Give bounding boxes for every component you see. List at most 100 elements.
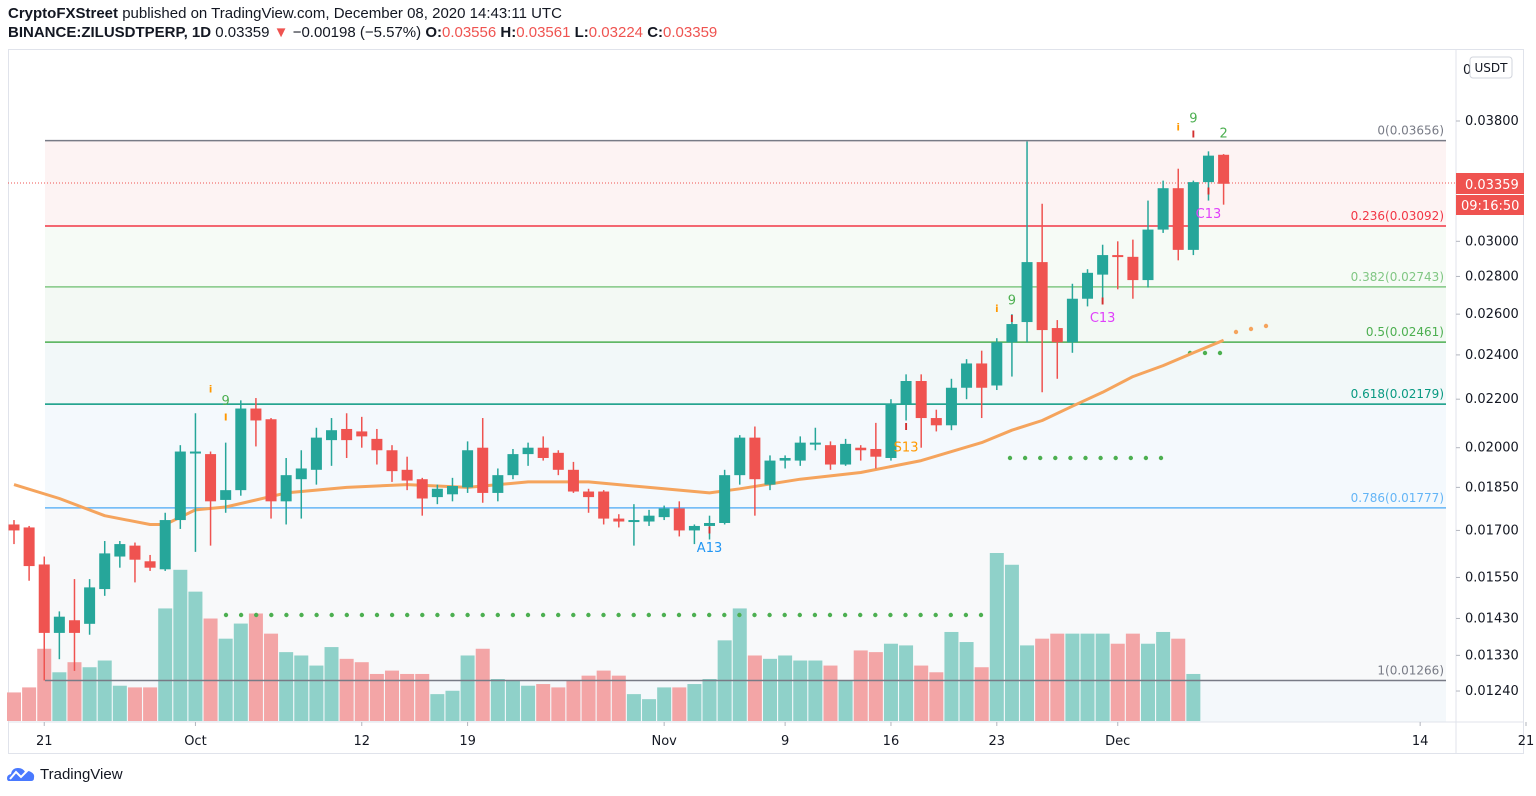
indicator-dot <box>858 612 863 618</box>
time-tick-label: 9 <box>781 734 789 749</box>
candle-body <box>628 520 640 523</box>
indicator-dot <box>299 612 304 618</box>
price-tick-label: 0.01240 <box>1465 684 1519 699</box>
volume-bar <box>52 672 67 721</box>
candle-body <box>265 419 277 502</box>
volume-bar <box>989 553 1004 721</box>
currency-badge[interactable]: USDT <box>1469 56 1513 79</box>
candle-body <box>189 451 201 454</box>
volume-bar <box>808 660 823 721</box>
candle-body <box>900 381 912 404</box>
td-marker-icon: I <box>708 525 712 536</box>
price-axis[interactable]: 0.03800 0.03000 0.02800 0.02600 0.02400 0.022… <box>1456 114 1519 699</box>
fib-level-label: 0.786(0.01777) <box>1351 491 1444 505</box>
candle-body <box>1097 255 1109 275</box>
volume-bar <box>596 670 611 721</box>
candle-body <box>280 475 292 502</box>
fib-level-label: 0.618(0.02179) <box>1351 387 1444 401</box>
fib-level-label: 0.5(0.02461) <box>1366 325 1444 339</box>
indicator-dot <box>933 612 938 618</box>
candle-body <box>1172 188 1184 250</box>
down-triangle-icon: ▼ <box>273 24 289 41</box>
indicator-dot <box>389 612 395 618</box>
candle-body <box>840 443 852 465</box>
candles <box>8 141 1230 681</box>
volume-bar <box>687 684 702 721</box>
td-annotation: 9 <box>1189 111 1197 126</box>
volume-bar <box>672 687 687 721</box>
candle-body <box>824 445 836 465</box>
tradingview-footer[interactable]: TradingView <box>6 764 123 784</box>
candle-body <box>794 442 806 461</box>
candle-body <box>1082 272 1094 299</box>
open-label: O: <box>425 24 442 41</box>
candle-body <box>1066 298 1078 343</box>
indicator-dot <box>405 612 410 618</box>
indicator-dot <box>556 612 561 618</box>
indicator-dot <box>495 612 500 618</box>
volume-bar <box>354 662 369 721</box>
volume-bar <box>158 608 173 721</box>
candle-body <box>53 616 65 633</box>
indicator-dot <box>1217 350 1223 356</box>
last-price: 0.03359 <box>215 24 270 41</box>
candle-body <box>341 428 353 441</box>
candle-body <box>537 447 549 458</box>
volume-bar <box>566 680 581 721</box>
candle-body <box>567 469 579 492</box>
indicator-dot <box>1158 455 1164 461</box>
time-axis[interactable]: 21 Oct 12 19 Nov 9 16 23 Dec 14 21 <box>36 722 1534 749</box>
indicator-dot <box>722 612 727 618</box>
indicator-dot <box>978 612 984 618</box>
candle-body <box>809 442 821 445</box>
volume-bar <box>369 673 384 721</box>
volume-bar <box>793 660 808 721</box>
indicator-dot <box>223 612 229 618</box>
time-tick-label: 12 <box>353 734 370 749</box>
indicator-dot <box>1128 455 1134 461</box>
td-annotation: C13 <box>1196 207 1222 222</box>
indicator-dot <box>691 612 697 618</box>
price-tick-label: 0.01550 <box>1465 570 1519 585</box>
price-tick-label: 0.03800 <box>1465 114 1519 129</box>
candle-body <box>416 479 428 499</box>
volume-bar <box>1186 673 1201 721</box>
indicator-dot <box>1202 350 1208 356</box>
fib-retracement-lines[interactable]: 0(0.03656) 0.236(0.03092) 0.382(0.02743) 0.… <box>45 124 1446 682</box>
volume-bar <box>521 685 536 721</box>
indicator-dot <box>842 612 848 618</box>
time-tick-label: 16 <box>883 734 900 749</box>
volume-bar <box>7 692 21 721</box>
indicator-dot <box>646 612 651 618</box>
candle-body <box>8 524 20 531</box>
fib-zone <box>45 342 1446 405</box>
low-label: L: <box>574 24 589 41</box>
volume-bar <box>264 633 279 721</box>
low-value: 0.03224 <box>588 24 644 41</box>
indicator-dot <box>450 612 455 618</box>
ma-projection-dot <box>1248 326 1254 332</box>
indicator-dot <box>586 612 591 618</box>
candle-body <box>658 508 670 518</box>
candle-body <box>159 520 171 570</box>
candle-body <box>38 564 50 633</box>
volume-bar <box>248 613 263 721</box>
volume-bar <box>1080 633 1095 721</box>
symbol-name[interactable]: BINANCE:ZILUSDTPERP, 1D <box>8 24 212 41</box>
td-marker-icon: I <box>1207 186 1211 197</box>
volume-bar <box>657 687 672 721</box>
indicator-dot <box>314 612 319 618</box>
candle-body <box>1157 188 1169 230</box>
candle-body <box>976 363 988 388</box>
candle-body <box>764 460 776 485</box>
time-tick-label: 23 <box>989 734 1006 749</box>
volume-bar <box>626 694 641 721</box>
indicator-dot <box>616 612 621 618</box>
indicator-dot <box>435 612 440 618</box>
indicator-dot <box>465 612 470 618</box>
td-marker-icon: I <box>224 412 228 423</box>
td-marker-icon: I <box>904 422 908 433</box>
last-price-badge: 0.03359 09:16:50 <box>1456 173 1524 215</box>
volume-bar <box>339 658 354 721</box>
